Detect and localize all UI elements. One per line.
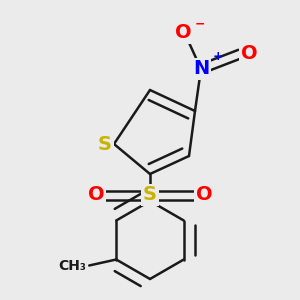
- Text: −: −: [194, 17, 205, 31]
- Text: CH₃: CH₃: [58, 259, 86, 272]
- Text: +: +: [212, 50, 223, 64]
- Text: S: S: [98, 134, 112, 154]
- Text: N: N: [193, 59, 209, 79]
- Text: O: O: [196, 185, 212, 205]
- Text: O: O: [241, 44, 257, 64]
- Text: O: O: [175, 23, 191, 43]
- Text: O: O: [88, 185, 104, 205]
- Text: S: S: [143, 185, 157, 205]
